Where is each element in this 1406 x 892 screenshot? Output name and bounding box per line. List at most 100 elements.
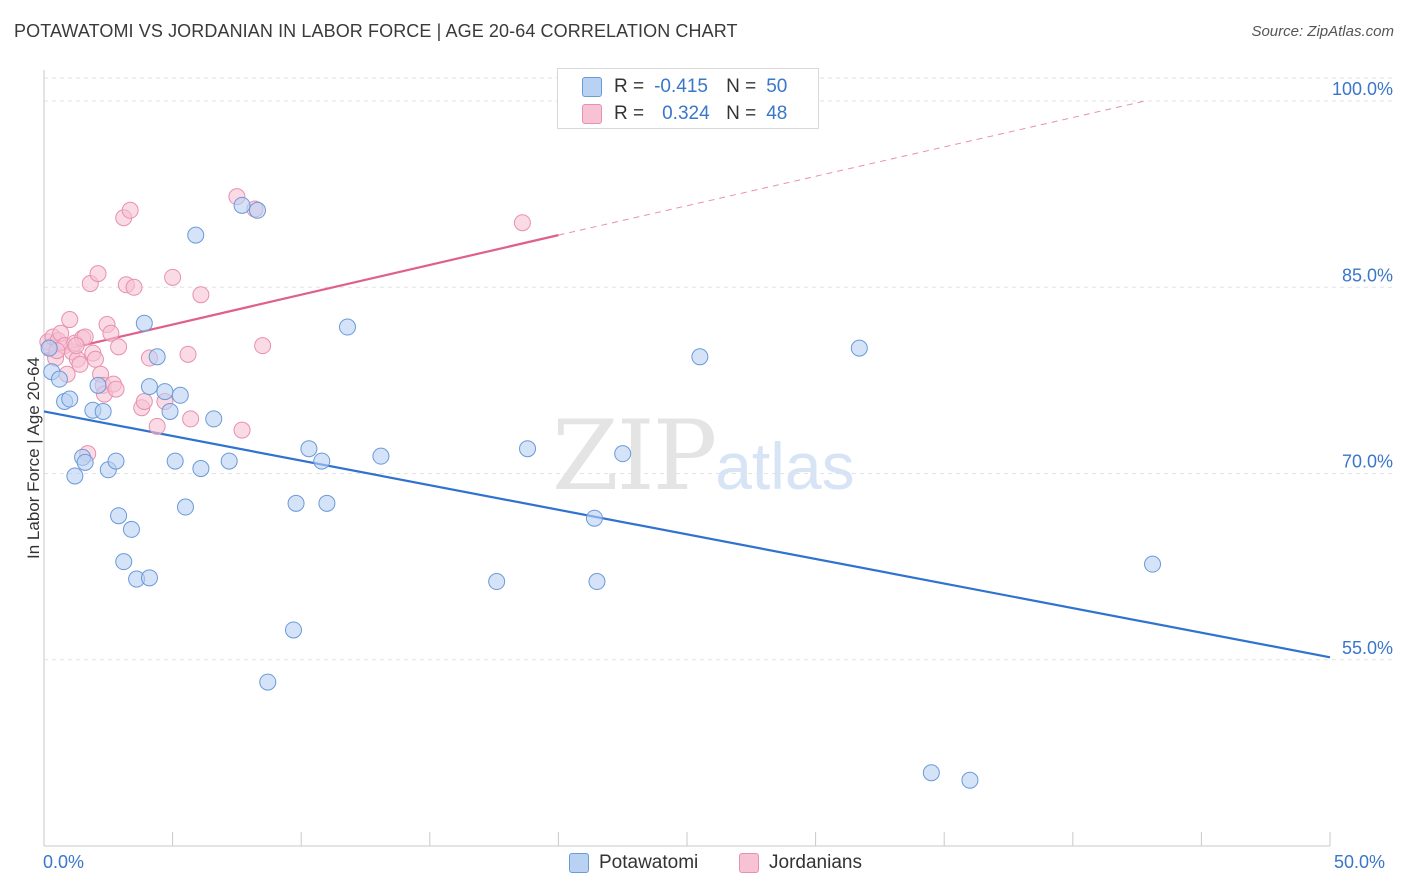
potawatomi-swatch	[569, 853, 589, 873]
potawatomi-point	[89, 376, 107, 394]
potawatomi-point	[122, 520, 140, 538]
potawatomi-point	[318, 494, 336, 512]
legend-row-jordanians: R = 0.324 N = 48	[582, 102, 787, 126]
potawatomi-point	[140, 378, 158, 396]
potawatomi-point	[488, 573, 506, 591]
legend-item-potawatomi[interactable]: Potawatomi	[569, 852, 698, 874]
potawatomi-point	[233, 196, 251, 214]
jordanians-point	[179, 345, 197, 363]
potawatomi-point	[585, 509, 603, 527]
x-tick-label-max: 50.0%	[1334, 852, 1386, 872]
y-tick-labels: 55.0% 70.0% 85.0% 100.0%	[1332, 79, 1393, 658]
legend-label: Jordanians	[769, 852, 862, 873]
jordanians-point	[107, 380, 125, 398]
potawatomi-swatch	[582, 77, 602, 97]
potawatomi-point	[961, 771, 979, 789]
jordanians-trend-line	[43, 234, 559, 356]
jordanians-point	[110, 338, 128, 356]
n-label: N =	[726, 76, 757, 97]
potawatomi-trend-line	[43, 410, 1331, 659]
potawatomi-point	[166, 452, 184, 470]
chart-title: POTAWATOMI VS JORDANIAN IN LABOR FORCE |…	[14, 21, 738, 41]
potawatomi-point	[161, 402, 179, 420]
jordanians-point	[61, 311, 79, 329]
y-tick-label-55: 55.0%	[1342, 638, 1393, 658]
potawatomi-point	[40, 339, 58, 357]
legend-label: Potawatomi	[599, 852, 699, 873]
jordanians-point	[67, 337, 85, 355]
y-tick-label-100: 100.0%	[1332, 79, 1393, 99]
y-axis-label: In Labor Force | Age 20-64	[24, 357, 43, 559]
n-value: 48	[766, 103, 788, 124]
potawatomi-point	[313, 452, 331, 470]
jordanians-point	[89, 265, 107, 283]
potawatomi-point	[148, 348, 166, 366]
jordanians-point	[102, 324, 120, 342]
jordanians-trend-extension	[558, 100, 1145, 236]
jordanians-point	[121, 201, 139, 219]
potawatomi-point	[287, 494, 305, 512]
potawatomi-point	[76, 453, 94, 471]
r-value: -0.415	[654, 76, 708, 97]
potawatomi-point	[61, 390, 79, 408]
jordanians-point	[513, 214, 531, 232]
potawatomi-point	[135, 314, 153, 332]
source-credit: Source: ZipAtlas.com	[1251, 23, 1394, 40]
jordanians-point	[125, 278, 143, 296]
watermark-atlas: atlas	[715, 429, 855, 503]
potawatomi-point	[519, 440, 537, 458]
r-label: R =	[614, 76, 645, 97]
correlation-legend: R = -0.415 N = 50 R = 0.324 N = 48	[557, 68, 819, 129]
watermark: ZIPatlas	[552, 400, 855, 512]
jordanians-point	[135, 393, 153, 411]
axes	[43, 70, 1331, 847]
potawatomi-point	[248, 201, 266, 219]
potawatomi-point	[205, 410, 223, 428]
trend-lines	[43, 100, 1331, 659]
jordanians-point	[254, 337, 272, 355]
potawatomi-points	[40, 196, 1162, 789]
legend-row-potawatomi: R = -0.415 N = 50	[582, 75, 787, 99]
potawatomi-point	[171, 386, 189, 404]
potawatomi-point	[220, 452, 238, 470]
n-label: N =	[726, 103, 757, 124]
potawatomi-point	[110, 507, 128, 525]
jordanians-point	[182, 410, 200, 428]
jordanians-point	[71, 355, 89, 373]
x-tick-label-min: 0.0%	[43, 852, 85, 872]
potawatomi-point	[192, 460, 210, 478]
jordanians-point	[233, 421, 251, 439]
potawatomi-point	[66, 467, 84, 485]
potawatomi-point	[115, 553, 133, 571]
potawatomi-point	[94, 402, 112, 420]
grid-lines	[44, 77, 1392, 661]
potawatomi-point	[588, 573, 606, 591]
potawatomi-point	[372, 447, 390, 465]
potawatomi-point	[156, 383, 174, 401]
series-legend: Potawatomi Jordanians	[0, 852, 1406, 878]
n-value: 50	[766, 76, 788, 97]
jordanians-swatch	[739, 853, 759, 873]
potawatomi-point	[922, 764, 940, 782]
potawatomi-point	[176, 498, 194, 516]
y-tick-label-85: 85.0%	[1342, 265, 1393, 285]
potawatomi-point	[187, 226, 205, 244]
potawatomi-point	[107, 452, 125, 470]
potawatomi-point	[284, 621, 302, 639]
jordanians-swatch	[582, 104, 602, 124]
y-tick-label-70: 70.0%	[1342, 452, 1393, 472]
jordanians-point	[192, 286, 210, 304]
r-value: 0.324	[662, 103, 710, 124]
potawatomi-point	[338, 318, 356, 336]
potawatomi-point	[259, 673, 277, 691]
potawatomi-point	[300, 440, 318, 458]
r-label: R =	[614, 103, 645, 124]
jordanians-point	[164, 268, 182, 286]
potawatomi-point	[614, 445, 632, 463]
jordanians-point	[86, 350, 104, 368]
potawatomi-point	[140, 569, 158, 587]
legend-item-jordanians[interactable]: Jordanians	[739, 852, 862, 874]
jordanians-points	[39, 188, 531, 463]
watermark-zip: ZIP	[552, 400, 717, 512]
